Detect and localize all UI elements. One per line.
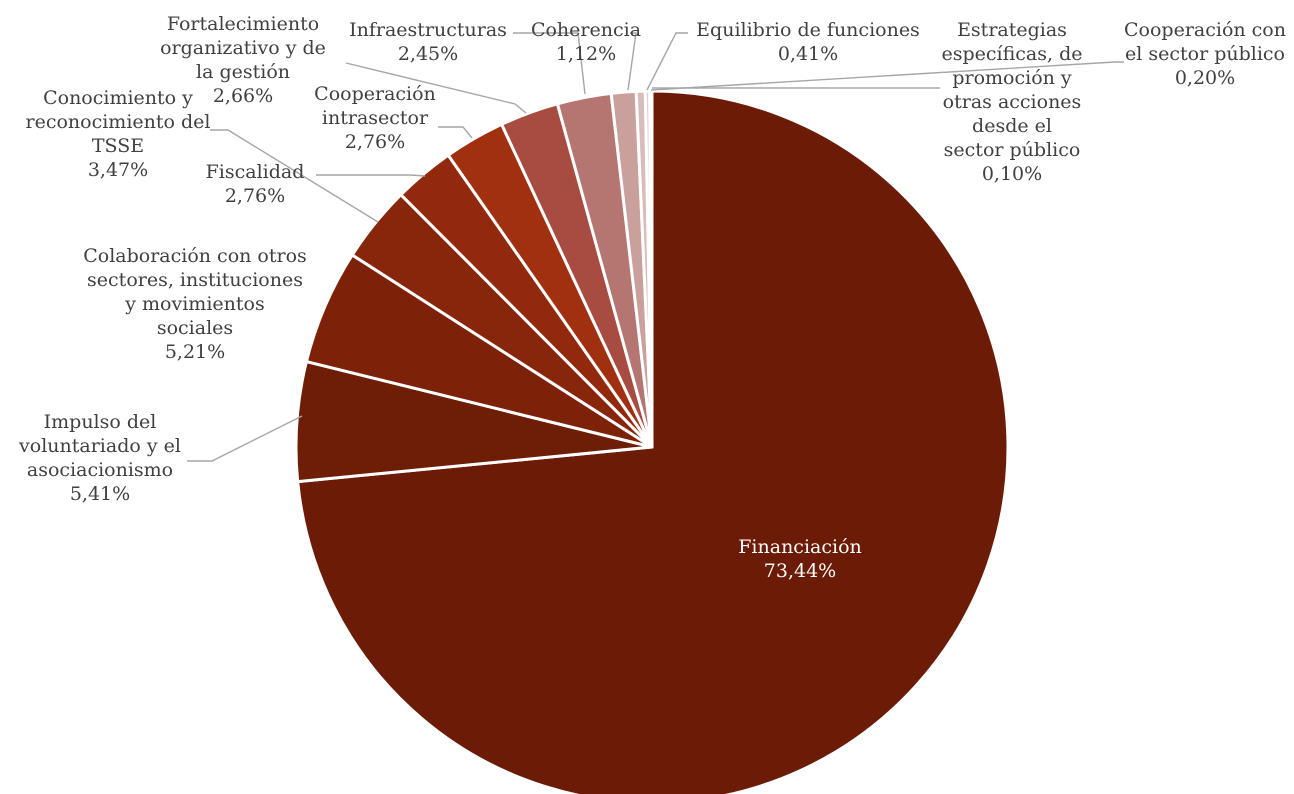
slice-label-line: Cooperación <box>314 83 436 105</box>
slice-value-5: 2,76% <box>345 131 405 153</box>
slice-label-line: desde el <box>972 115 1052 137</box>
slice-label-line: Equilibrio de funciones <box>696 19 920 41</box>
slice-label-line: otras acciones <box>943 91 1082 113</box>
leader-line-9 <box>646 32 688 91</box>
slice-label-line: la gestión <box>196 61 290 83</box>
slice-label-line: sectores, instituciones <box>87 269 303 291</box>
slice-value-9: 0,41% <box>778 43 838 65</box>
leader-line-10 <box>650 61 1124 91</box>
slice-value-6: 2,66% <box>213 85 273 107</box>
slice-label-8: Coherencia 1,12% <box>531 19 641 65</box>
slice-label-line: Cooperación con <box>1124 19 1286 41</box>
slice-value-1: 5,41% <box>70 483 130 505</box>
slice-label-line: Estrategias <box>957 19 1067 41</box>
slice-label-9: Equilibrio de funciones 0,41% <box>696 19 920 65</box>
slice-label-4: Fiscalidad 2,76% <box>206 161 305 207</box>
slice-label-line: promoción y <box>952 67 1072 89</box>
slice-label-line: intrasector <box>322 107 429 129</box>
pie-slice-11 <box>648 89 654 449</box>
slice-label-line: sociales <box>157 317 233 339</box>
slice-label-3: Conocimiento y reconocimiento del TSSE 3,47… <box>26 87 211 181</box>
slice-value-2: 5,21% <box>165 341 225 363</box>
slice-value-3: 3,47% <box>88 159 148 181</box>
leader-line-4 <box>316 174 426 177</box>
slice-value-0: 73,44% <box>764 560 836 582</box>
slice-label-line: específicas, de <box>942 43 1083 65</box>
slice-label-line: y movimientos <box>124 293 264 315</box>
slice-label-2: Colaboración con otros sectores, instituc… <box>83 245 307 363</box>
slice-label-0: Financiación 73,44% <box>738 536 862 582</box>
slice-label-line: el sector público <box>1125 43 1285 65</box>
slice-label-line: Colaboración con otros <box>83 245 307 267</box>
slice-value-8: 1,12% <box>556 43 616 65</box>
slice-value-10: 0,20% <box>1175 67 1235 89</box>
pie-slices <box>294 89 1010 794</box>
slice-label-line: Infraestructuras <box>349 19 507 41</box>
leader-line-6 <box>345 62 527 114</box>
slice-label-line: voluntariado y el <box>18 435 181 457</box>
leader-lines <box>187 32 1124 462</box>
leader-line-7 <box>513 32 586 95</box>
leader-line-3 <box>210 129 379 223</box>
slice-label-11: Estrategias específicas, de promoción y otr… <box>942 19 1083 185</box>
slice-value-7: 2,45% <box>398 43 458 65</box>
slice-label-line: reconocimiento del <box>26 111 211 133</box>
slice-label-7: Infraestructuras 2,45% <box>349 19 507 65</box>
slice-label-line: Conocimiento y <box>43 87 193 109</box>
slice-label-line: sector público <box>944 139 1081 161</box>
slice-label-line: TSSE <box>92 135 144 157</box>
slice-label-line: Fortalecimiento <box>167 13 319 35</box>
slice-label-line: Fiscalidad <box>206 161 305 183</box>
slice-label-10: Cooperación con el sector público 0,20% <box>1124 19 1286 89</box>
leader-line-5 <box>438 126 473 139</box>
slice-label-line: Impulso del <box>44 411 157 433</box>
slice-label-5: Cooperación intrasector 2,76% <box>314 83 436 153</box>
slice-label-line: Financiación <box>738 536 862 558</box>
slice-value-4: 2,76% <box>225 185 285 207</box>
leader-line-8 <box>627 32 637 91</box>
leader-line-1 <box>187 415 303 462</box>
slice-label-1: Impulso del voluntariado y el asociacionis… <box>18 411 181 505</box>
slice-value-11: 0,10% <box>982 163 1042 185</box>
slice-labels: Financiación 73,44% Impulso del voluntariad… <box>18 13 1286 582</box>
slice-label-line: organizativo y de <box>160 37 326 59</box>
slice-label-line: asociacionismo <box>27 459 173 481</box>
slice-label-line: Coherencia <box>531 19 641 41</box>
slice-label-6: Fortalecimiento organizativo y de la gesti… <box>160 13 326 107</box>
